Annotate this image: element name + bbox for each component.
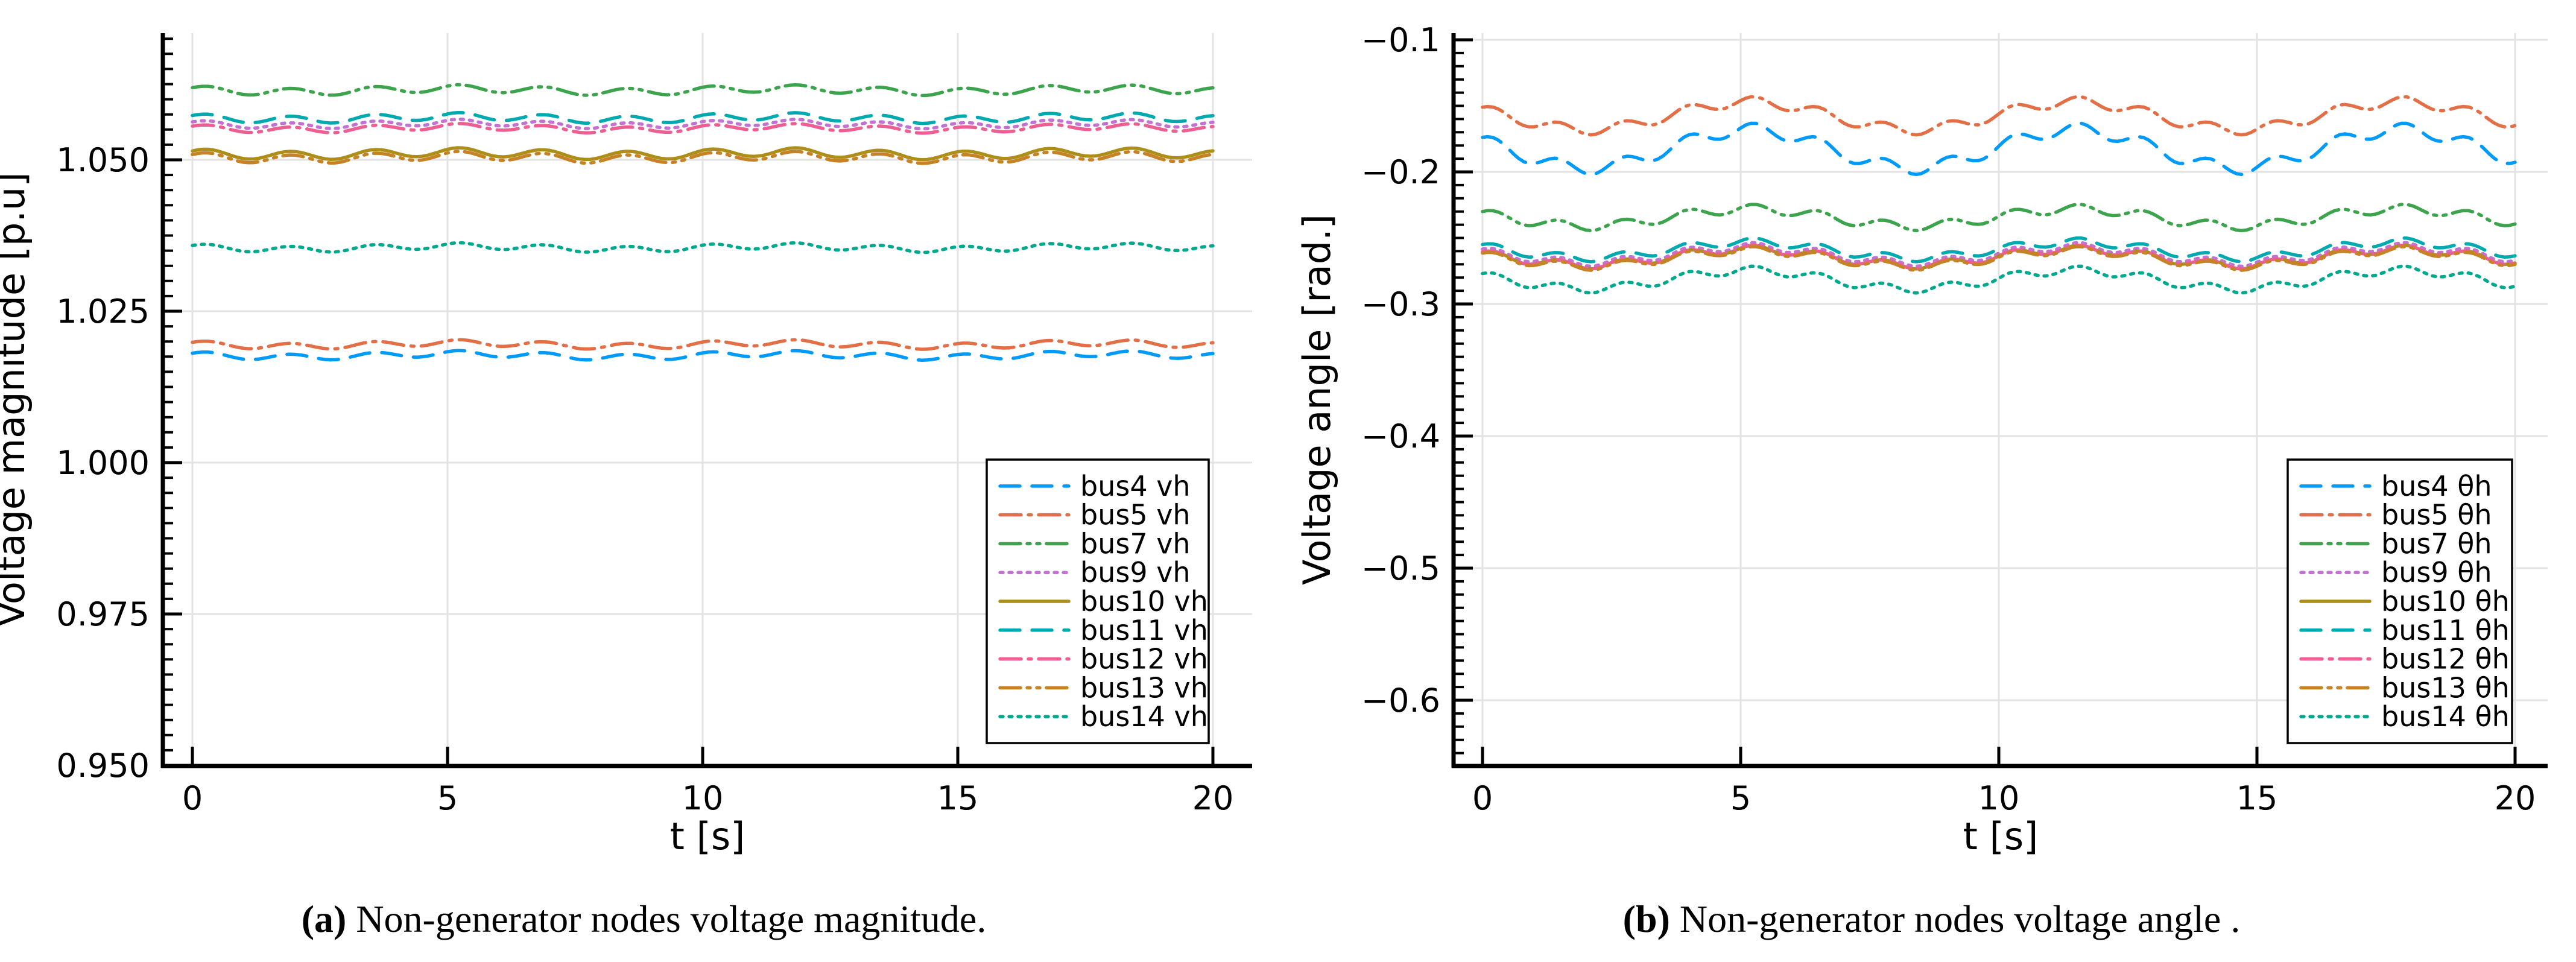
x-tick-label: 5: [437, 779, 458, 817]
series-line-bus11-vh: [191, 110, 1215, 125]
x-tick-label: 15: [937, 779, 979, 817]
legend-label: bus4 vh: [1080, 470, 1191, 502]
x-axis-label: t [s]: [1963, 814, 2039, 858]
x-tick-label: 20: [2495, 779, 2536, 817]
voltage-magnitude-plot: 0.950 0.975 1.000 1.025 1.050 0 5 10 15 20 t [s] Vo…: [0, 33, 1252, 858]
legend-label: bus5 θh: [2381, 499, 2492, 531]
series-line-bus14-θh: [1481, 264, 2517, 295]
series-line-bus9-θh: [1481, 241, 2517, 268]
series-line-bus9-vh: [191, 118, 1215, 131]
series-line-bus13-vh: [191, 150, 1215, 165]
legend-label: bus12 θh: [2381, 643, 2510, 676]
legend-label: bus7 θh: [2381, 527, 2492, 560]
x-tick-label: 5: [1730, 779, 1751, 817]
legend-label: bus9 θh: [2381, 556, 2492, 589]
legend-label: bus7 vh: [1080, 527, 1191, 560]
y-tick-label: −0.3: [1361, 285, 1440, 323]
legend-label: bus14 vh: [1080, 700, 1208, 733]
x-tick-label: 10: [1978, 779, 2020, 817]
legend-label: bus4 θh: [2381, 470, 2492, 502]
y-tick-label: 0.950: [56, 747, 150, 785]
y-tick-label: 1.025: [56, 293, 150, 331]
y-tick-label: −0.2: [1361, 153, 1440, 191]
caption-b-text: Non-generator nodes voltage angle .: [1669, 897, 2241, 940]
legend-label: bus9 vh: [1080, 556, 1191, 589]
y-axis-label: Voltage angle [rad.]: [1295, 214, 1339, 585]
caption-a-text: Non-generator nodes voltage magnitude.: [346, 897, 987, 940]
caption-b-tag: (b): [1622, 897, 1670, 940]
voltage-magnitude-chart: 0.950 0.975 1.000 1.025 1.050 0 5 10 15 20 t [s] Vo…: [0, 0, 1288, 862]
x-tick-label: 0: [182, 779, 203, 817]
y-tick-label: −0.1: [1361, 21, 1440, 59]
series-line-bus13-θh: [1481, 245, 2517, 272]
legend-label: bus11 θh: [2381, 614, 2510, 647]
caption-a-tag: (a): [301, 897, 347, 940]
series-line-bus5-vh: [191, 338, 1215, 351]
series-line-bus4-vh: [191, 349, 1215, 362]
legend-label: bus12 vh: [1080, 643, 1208, 676]
series-line-bus5-θh: [1481, 95, 2517, 137]
y-tick-label: 0.975: [56, 595, 150, 633]
y-tick-label: −0.4: [1361, 417, 1440, 455]
legend-label: bus10 vh: [1080, 585, 1208, 618]
legend-label: bus10 θh: [2381, 585, 2510, 618]
series-line-bus11-θh: [1481, 236, 2517, 264]
legend-label: bus14 θh: [2381, 700, 2510, 733]
voltage-angle-plot: −0.1 −0.2 −0.3 −0.4 −0.5 −0.6 0 5 10 15 20 t [s] Vol…: [1295, 21, 2548, 858]
series-line-bus12-vh: [191, 122, 1215, 135]
y-tick-label: −0.6: [1361, 682, 1440, 720]
x-tick-label: 0: [1472, 779, 1493, 817]
x-tick-label: 10: [682, 779, 724, 817]
series-line-bus4-θh: [1481, 121, 2517, 177]
y-tick-label: −0.5: [1361, 549, 1440, 587]
legend-label: bus13 θh: [2381, 671, 2510, 704]
y-axis-label: Voltage magnitude [p.u]: [0, 172, 33, 627]
series-line-bus10-vh: [191, 146, 1215, 162]
y-tick-label: 1.000: [56, 444, 150, 482]
y-tick-label: 1.050: [56, 141, 150, 179]
caption-b: (b) Non-generator nodes voltage angle .: [1288, 897, 2575, 941]
voltage-angle-chart: −0.1 −0.2 −0.3 −0.4 −0.5 −0.6 0 5 10 15 20 t [s] Vol…: [1288, 0, 2576, 862]
caption-a: (a) Non-generator nodes voltage magnitud…: [0, 897, 1288, 941]
legend-label: bus5 vh: [1080, 499, 1191, 531]
legend-label: bus13 vh: [1080, 671, 1208, 704]
legend-label: bus11 vh: [1080, 614, 1208, 647]
x-tick-label: 15: [2236, 779, 2278, 817]
x-axis-label: t [s]: [670, 814, 745, 858]
x-tick-label: 20: [1192, 779, 1234, 817]
series-line-bus14-vh: [191, 241, 1215, 255]
series-line-bus7-vh: [191, 83, 1215, 98]
